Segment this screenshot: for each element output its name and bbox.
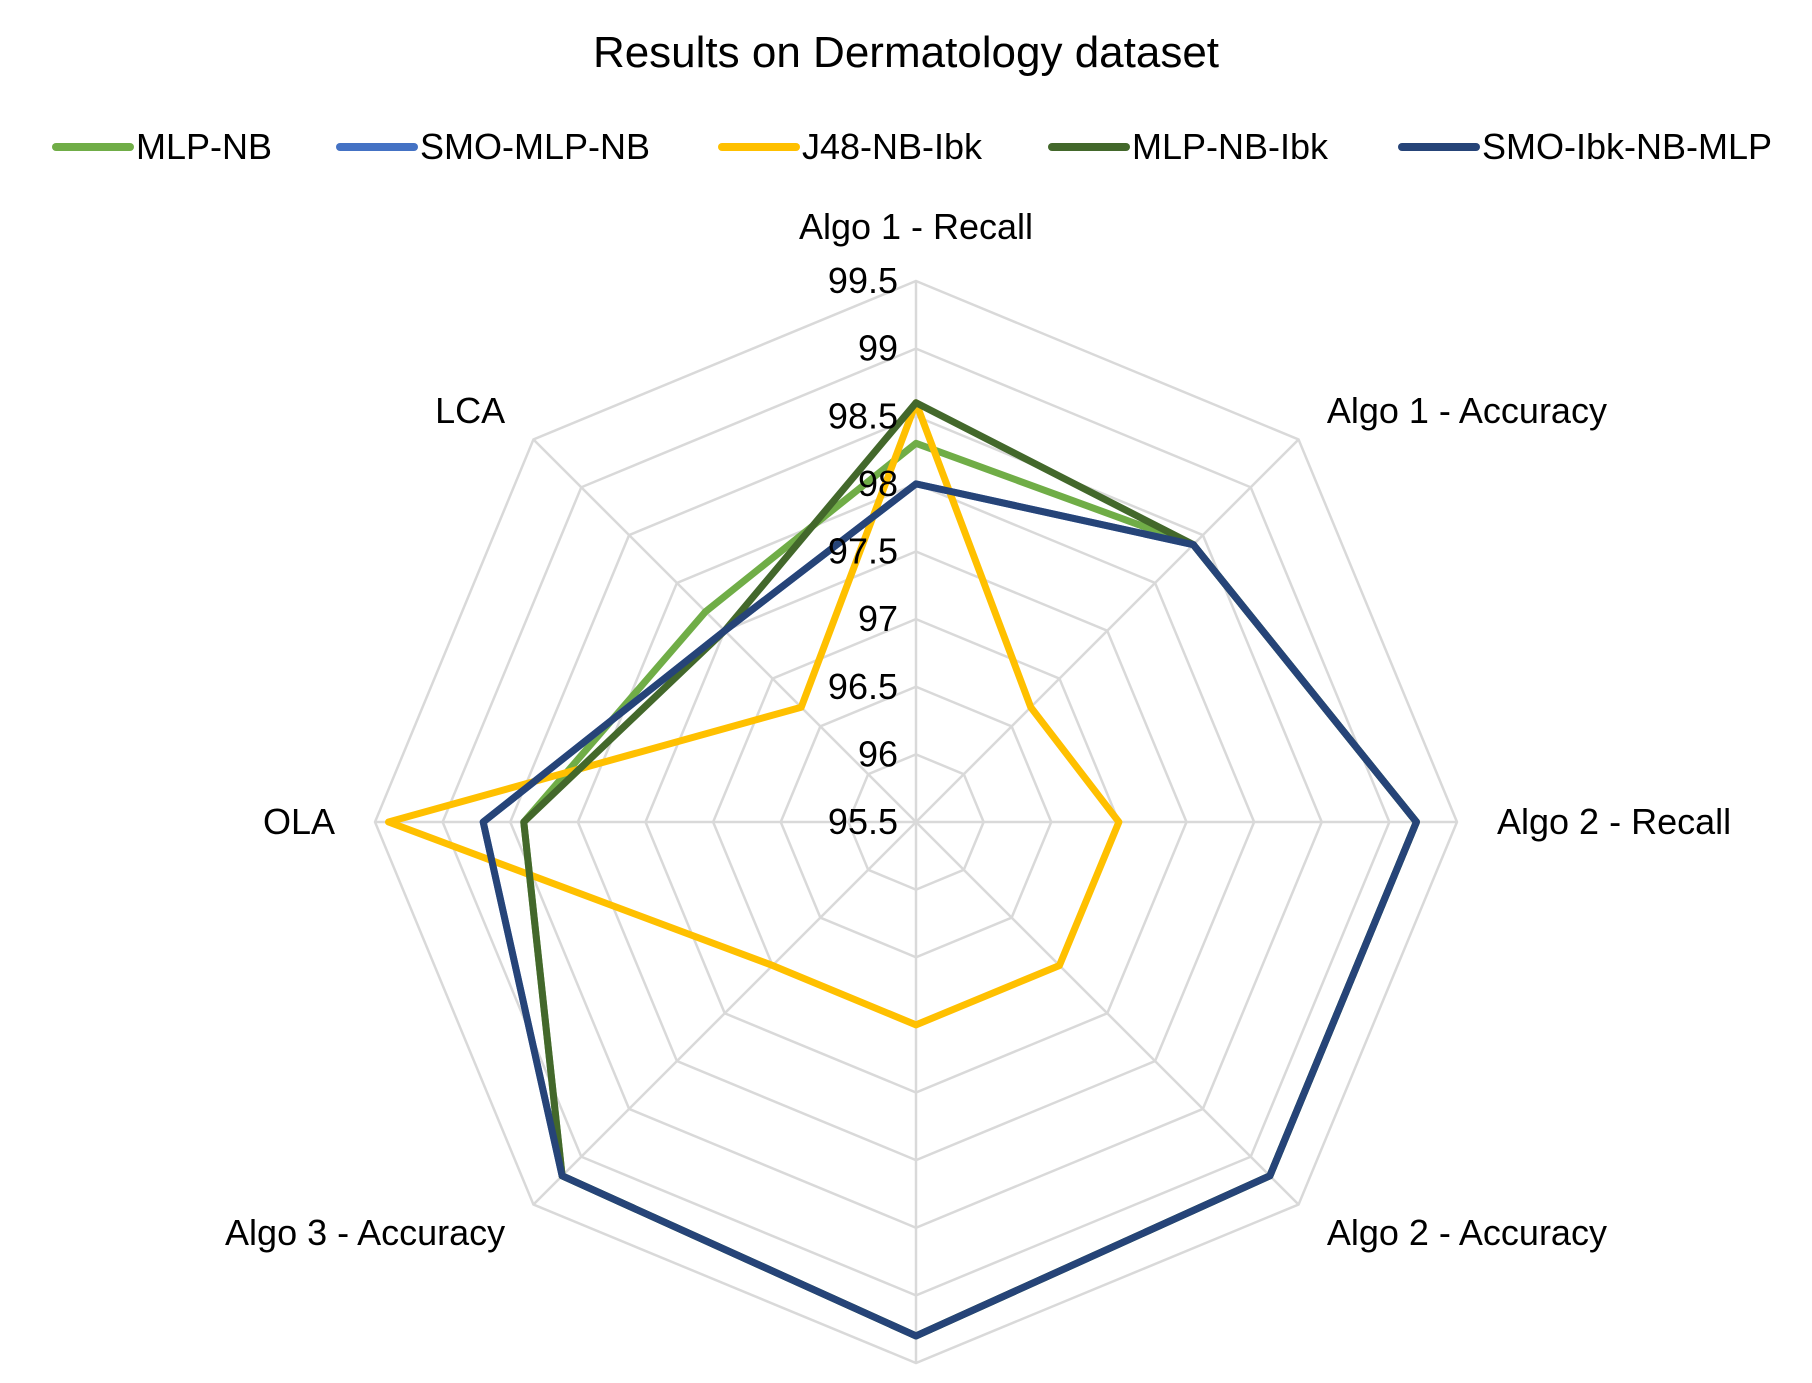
radar-ticks: 95.5 96 96.5 97 97.5 98 98.5 99 99.5 <box>828 260 898 842</box>
legend-label-smo-ibk-nb-mlp: SMO-Ibk-NB-MLP <box>1482 126 1773 167</box>
axis-label: OLA <box>263 801 335 842</box>
tick-label: 98 <box>858 463 898 504</box>
tick-label: 98.5 <box>828 395 898 436</box>
legend-label-j48-nb-ibk: J48-NB-Ibk <box>802 126 983 167</box>
legend-swatch-smo-ibk-nb-mlp <box>1398 143 1480 151</box>
axis-label: LCA <box>435 390 505 431</box>
legend-item-mlp-nb-ibk[interactable]: MLP-NB-Ibk <box>1048 122 1328 172</box>
chart-title: Results on Dermatology dataset <box>592 28 1220 77</box>
legend-swatch-smo-mlp-nb <box>336 143 418 151</box>
legend-item-j48-nb-ibk[interactable]: J48-NB-Ibk <box>718 122 982 172</box>
series-line-smo-ibk-nb-mlp[interactable] <box>479 480 1420 1340</box>
grid-spoke <box>915 438 1300 823</box>
tick-label: 96 <box>858 733 898 774</box>
legend-swatch-mlp-nb-ibk <box>1048 143 1130 151</box>
axis-label: Algo 2 - Accuracy <box>1327 1212 1607 1253</box>
radar-grid <box>373 279 1459 1365</box>
tick-label: 97 <box>858 598 898 639</box>
legend-item-smo-mlp-nb[interactable]: SMO-MLP-NB <box>336 122 650 172</box>
legend-label-mlp-nb: MLP-NB <box>136 126 273 167</box>
legend-label-smo-mlp-nb: SMO-MLP-NB <box>420 126 651 167</box>
tick-label: 99 <box>858 328 898 369</box>
axis-label: Algo 2 - Recall <box>1497 801 1731 842</box>
axis-label: Algo 1 - Accuracy <box>1327 390 1607 431</box>
tick-label: 95.5 <box>828 801 898 842</box>
grid-spoke <box>915 821 1300 1206</box>
legend-item-mlp-nb[interactable]: MLP-NB <box>52 122 272 172</box>
series-line-mlp-nb[interactable] <box>520 439 1420 1340</box>
radar-axis-labels: Algo 1 - Recall Algo 1 - Accuracy Algo 2 -… <box>225 206 1731 1253</box>
legend: MLP-NB SMO-MLP-NB J48-NB-Ibk MLP-NB-Ibk … <box>0 122 1812 172</box>
grid-spoke <box>532 821 917 1206</box>
legend-item-smo-ibk-nb-mlp[interactable]: SMO-Ibk-NB-MLP <box>1398 122 1772 172</box>
tick-label: 96.5 <box>828 666 898 707</box>
axis-label: Algo 1 - Recall <box>799 206 1033 247</box>
axis-label: Algo 3 - Accuracy <box>225 1212 505 1253</box>
legend-swatch-j48-nb-ibk <box>718 143 800 151</box>
radar-series <box>385 399 1420 1340</box>
tick-label: 97.5 <box>828 531 898 572</box>
series-line-j48-nb-ibk[interactable] <box>385 399 1123 1029</box>
legend-swatch-mlp-nb <box>52 143 134 151</box>
tick-label: 99.5 <box>828 260 898 301</box>
legend-label-mlp-nb-ibk: MLP-NB-Ibk <box>1132 126 1329 167</box>
